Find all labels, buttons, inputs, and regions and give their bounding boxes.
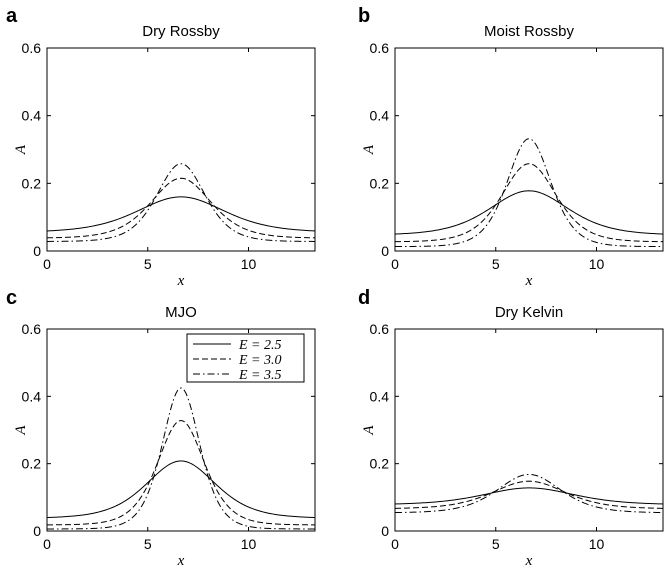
- y-tick-label: 0: [381, 523, 389, 539]
- panel-letter: c: [6, 287, 17, 309]
- legend-label-3: E = 3.5: [238, 368, 282, 383]
- axes-frame: [46, 328, 316, 532]
- y-tick-label: 0.6: [370, 40, 390, 56]
- x-axis-label: x: [177, 553, 185, 569]
- series-line-b-1: [395, 190, 663, 235]
- y-tick-label: 0.4: [370, 108, 390, 124]
- x-tick-label: 0: [391, 256, 399, 272]
- x-tick-label: 0: [391, 536, 399, 552]
- y-axis-label: A: [13, 425, 29, 436]
- y-tick-label: 0.4: [22, 108, 42, 124]
- y-tick-label: 0: [33, 523, 41, 539]
- series-line-c-3: [47, 387, 315, 530]
- x-axis-label: x: [525, 273, 533, 289]
- series-line-a-1: [47, 196, 315, 232]
- y-axis-label: A: [361, 144, 377, 155]
- panel-b: 0 5 10 0 0.2 0.4 0.6 Moist Rossby b x A: [358, 5, 664, 289]
- x-axis-label: x: [177, 273, 185, 289]
- panel-title: Dry Kelvin: [495, 304, 563, 321]
- y-tick-label: 0.6: [22, 321, 42, 337]
- panel-c: 0 5 10 0 0.2 0.4 0.6 MJO c x A E = 2.5E = 3.0E = 3.…: [6, 287, 316, 569]
- x-tick-label: 0: [43, 536, 51, 552]
- legend: E = 2.5E = 3.0E = 3.5: [186, 333, 305, 383]
- panel-title: MJO: [165, 304, 197, 321]
- x-axis-label: x: [525, 553, 533, 569]
- x-tick-label: 5: [144, 256, 152, 272]
- y-tick-label: 0.2: [370, 175, 390, 191]
- legend-box: [186, 333, 305, 383]
- panel-letter: a: [6, 5, 18, 27]
- y-tick-label: 0.2: [22, 456, 42, 472]
- x-tick-label: 10: [589, 256, 605, 272]
- panel-a: 0 5 10 0 0.2 0.4 0.6 Dry Rossby a x A: [6, 5, 316, 289]
- series-line-c-1: [47, 460, 315, 519]
- x-tick-label: 5: [492, 536, 500, 552]
- series-line-a-2: [47, 177, 315, 239]
- y-tick-label: 0: [33, 243, 41, 259]
- y-tick-label: 0.6: [370, 321, 390, 337]
- axes-frame: [46, 47, 316, 252]
- y-tick-label: 0.4: [22, 388, 42, 404]
- series-line-b-3: [395, 138, 663, 248]
- y-tick-label: 0.2: [370, 456, 390, 472]
- panel-title: Moist Rossby: [484, 23, 575, 40]
- y-tick-label: 0.4: [370, 388, 390, 404]
- y-tick-label: 0.6: [22, 40, 42, 56]
- series-line-c-2: [47, 420, 315, 526]
- panel-letter: d: [358, 287, 370, 309]
- panel-title: Dry Rossby: [142, 23, 220, 40]
- y-tick-label: 0.2: [22, 175, 42, 191]
- series-line-d-3: [395, 473, 663, 514]
- series-line-d-2: [395, 480, 663, 509]
- x-tick-label: 5: [144, 536, 152, 552]
- x-tick-label: 0: [43, 256, 51, 272]
- axes-frame: [394, 47, 664, 252]
- axes-frame: [394, 328, 664, 532]
- series-line-d-1: [395, 487, 663, 505]
- y-axis-label: A: [361, 425, 377, 436]
- panel-d: 0 5 10 0 0.2 0.4 0.6 Dry Kelvin d x A: [358, 287, 664, 569]
- y-tick-label: 0: [381, 243, 389, 259]
- x-tick-label: 10: [241, 536, 257, 552]
- legend-label-1: E = 2.5: [238, 338, 282, 353]
- x-tick-label: 10: [589, 536, 605, 552]
- panel-letter: b: [358, 5, 370, 27]
- series-line-a-3: [47, 163, 315, 242]
- legend-label-2: E = 3.0: [238, 353, 282, 368]
- y-axis-label: A: [13, 144, 29, 155]
- series-line-b-2: [395, 163, 663, 243]
- x-tick-label: 5: [492, 256, 500, 272]
- x-tick-label: 10: [241, 256, 257, 272]
